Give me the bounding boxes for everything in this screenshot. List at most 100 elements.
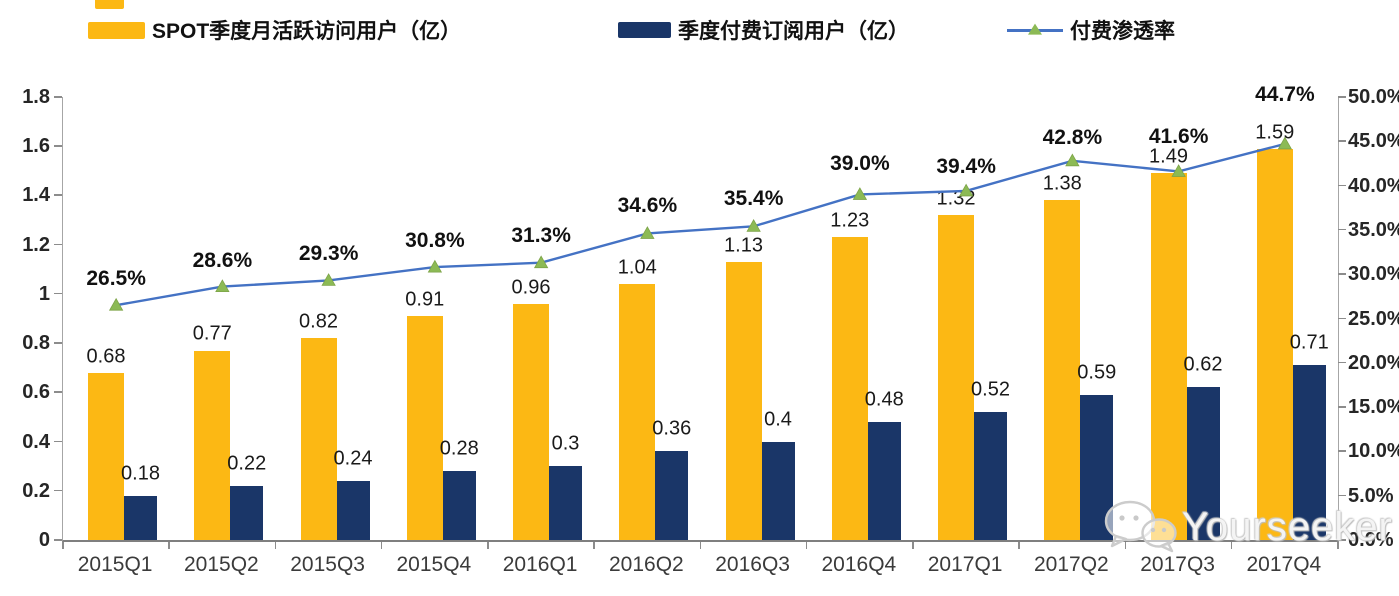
subscribers-bar <box>1186 387 1220 540</box>
left-axis-label: 0 <box>38 529 50 551</box>
x-axis-tick <box>1230 542 1233 549</box>
x-axis-label: 2017Q1 <box>927 553 1003 576</box>
x-axis-tick <box>62 542 64 549</box>
penetration-label: 30.8% <box>405 229 465 253</box>
triangle-marker-icon <box>215 279 230 293</box>
bar-value-label: 1.49 <box>1149 145 1188 168</box>
x-axis-label: 2016Q2 <box>609 553 684 576</box>
left-axis-label: 0.2 <box>22 479 50 502</box>
penetration-label: 42.8% <box>1042 125 1103 149</box>
subscribers-bar <box>867 421 901 540</box>
bar-value-label: 0.22 <box>227 452 267 475</box>
subscribers-legend-label: 季度付费订阅用户（亿） <box>678 20 909 43</box>
subscribers-bar <box>124 495 157 540</box>
x-axis-label: 2016Q4 <box>821 553 897 576</box>
right-axis-label: 5.0% <box>1348 484 1394 507</box>
penetration-line <box>108 136 1293 311</box>
x-axis-tick <box>805 542 808 549</box>
bar-value-label: 0.59 <box>1077 361 1117 384</box>
x-axis-tick <box>1337 542 1339 549</box>
penetration-label: 34.6% <box>617 194 678 218</box>
bar-value-label: 0.77 <box>192 322 232 345</box>
right-axis-label: 0.0% <box>1348 529 1394 551</box>
subscribers-bar <box>974 412 1007 540</box>
subscribers-bar <box>336 480 370 540</box>
right-axis-tick <box>1338 184 1346 187</box>
subscribers-bar <box>549 466 582 540</box>
right-axis-label: 35.0% <box>1348 218 1399 241</box>
triangle-marker-icon <box>1065 153 1080 167</box>
triangle-marker-icon <box>852 187 868 200</box>
triangle-marker-icon <box>746 219 761 232</box>
subscribers-bar <box>655 451 689 540</box>
left-axis-tick <box>54 342 62 344</box>
mau-bar <box>619 284 656 540</box>
legend-item-subscribers: 季度付费订阅用户（亿） <box>618 14 909 46</box>
subscribers-bar <box>442 471 476 540</box>
mau-bar <box>1150 173 1187 540</box>
bar-value-label: 0.62 <box>1183 353 1223 376</box>
mau-bar <box>938 215 974 540</box>
right-axis-tick <box>1338 228 1346 231</box>
penetration-label: 39.0% <box>830 152 890 176</box>
triangle-marker-icon <box>958 183 974 197</box>
penetration-label: 35.4% <box>723 187 784 211</box>
mau-bar <box>194 350 231 540</box>
bar-value-label: 0.24 <box>333 447 373 470</box>
mau-legend-swatch <box>88 21 145 39</box>
left-axis-label: 1.6 <box>22 135 50 158</box>
right-axis-tick <box>1338 140 1346 142</box>
bar-value-label: 1.38 <box>1042 172 1082 195</box>
right-axis-tick <box>1338 406 1346 408</box>
right-axis-label: 20.0% <box>1348 351 1399 374</box>
right-axis-label: 25.0% <box>1348 307 1399 330</box>
mau-bar <box>88 372 124 540</box>
bar-value-label: 0.48 <box>864 388 904 411</box>
mau-bar <box>1256 148 1293 540</box>
penetration-label: 31.3% <box>511 223 571 247</box>
x-axis-tick <box>593 542 595 549</box>
penetration-legend-line <box>1007 23 1063 35</box>
bar-value-label: 0.3 <box>551 432 580 455</box>
left-axis-label: 0.4 <box>22 430 50 453</box>
bar-value-label: 0.28 <box>439 437 479 460</box>
mau-bar <box>725 261 762 540</box>
mau-bar <box>831 237 868 540</box>
bar-value-label: 0.68 <box>86 345 126 368</box>
left-axis-label: 1 <box>38 282 50 305</box>
left-axis-label: 0.8 <box>22 332 50 355</box>
triangle-marker-icon <box>533 255 549 269</box>
x-axis-tick <box>274 542 276 549</box>
x-axis-tick <box>168 542 170 549</box>
left-axis-tick <box>54 391 62 393</box>
x-axis-label: 2015Q3 <box>290 553 365 576</box>
bar-value-label: 0.96 <box>511 276 551 299</box>
penetration-label: 44.7% <box>1255 82 1315 106</box>
watermark: Yourseeker <box>1102 496 1393 558</box>
bar-value-label: 0.91 <box>405 288 445 311</box>
penetration-label: 28.6% <box>192 248 253 272</box>
left-axis-tick <box>54 292 62 295</box>
bar-value-label: 1.04 <box>617 256 657 279</box>
x-axis-label: 2015Q1 <box>77 553 153 576</box>
bar-value-label: 1.23 <box>830 209 870 232</box>
penetration-label: 26.5% <box>86 267 146 291</box>
right-axis-label: 10.0% <box>1348 440 1399 463</box>
bar-value-label: 0.71 <box>1289 331 1329 354</box>
left-axis-tick <box>54 489 62 492</box>
right-axis-label: 30.0% <box>1348 263 1399 286</box>
left-axis-tick <box>54 539 62 541</box>
left-axis-label: 1.2 <box>22 233 50 256</box>
triangle-marker-icon <box>1028 23 1042 35</box>
legend-item-penetration: 付费渗透率 <box>1007 14 1175 46</box>
left-axis-tick <box>54 145 62 147</box>
bar-value-label: 0.82 <box>299 310 338 333</box>
x-axis-label: 2016Q3 <box>715 553 790 576</box>
subscribers-bar <box>230 485 264 540</box>
x-axis-label: 2016Q1 <box>502 553 578 576</box>
x-axis-label: 2017Q3 <box>1140 553 1215 576</box>
right-axis-tick <box>1338 361 1346 364</box>
right-axis-tick <box>1338 273 1346 275</box>
mau-bar <box>513 303 549 540</box>
triangle-marker-icon <box>1171 164 1186 177</box>
